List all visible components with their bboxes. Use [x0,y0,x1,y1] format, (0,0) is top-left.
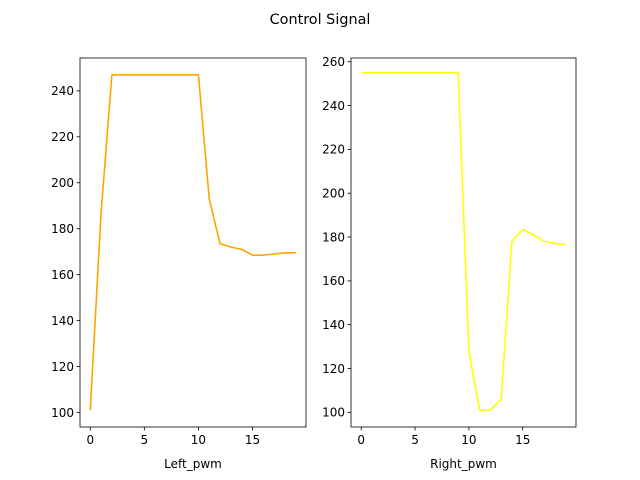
right-pwm-y-tick-label: 120 [322,362,345,376]
right-pwm-y-tick-label: 240 [322,99,345,113]
left-pwm-x-tick-label: 15 [245,433,260,447]
left-pwm-y-tick-label: 200 [51,176,74,190]
left-pwm-y-tick-label: 100 [51,406,74,420]
left-pwm-x-tick-label: 10 [191,433,206,447]
right-pwm-x-tick-label: 15 [515,433,530,447]
left-pwm-axes-frame [79,57,307,428]
right-pwm-x-axis-label: Right_pwm [430,457,497,471]
right-pwm-panel: 0 5 10 15 100 120 140 160 180 200 220 240 260 Right_p… [322,55,577,471]
left-pwm-y-tick-label: 180 [51,222,74,236]
left-pwm-y-tick-label: 240 [51,84,74,98]
right-pwm-y-tick-label: 260 [322,55,345,69]
right-pwm-y-tick-label: 140 [322,318,345,332]
left-pwm-x-tick-label: 5 [141,433,149,447]
left-pwm-y-tick-label: 140 [51,314,74,328]
right-pwm-y-tick-label: 100 [322,406,345,420]
left-pwm-x-tick-label: 0 [86,433,94,447]
right-pwm-y-tick-label: 180 [322,230,345,244]
right-pwm-x-tick-label: 0 [357,433,365,447]
left-pwm-y-tick-label: 120 [51,360,74,374]
right-pwm-y-tick-label: 220 [322,143,345,157]
left-pwm-x-axis-label: Left_pwm [164,457,222,471]
left-pwm-panel: 0 5 10 15 100 120 140 160 180 200 220 240 Left_pwm [51,57,307,471]
right-pwm-y-tick-label: 160 [322,274,345,288]
right-pwm-x-tick-label: 10 [461,433,476,447]
right-pwm-axes-frame [350,57,577,428]
right-pwm-y-tick-label: 200 [322,186,345,200]
left-pwm-series-line-0 [89,73,296,411]
right-pwm-x-tick-label: 5 [411,433,419,447]
left-pwm-y-tick-label: 220 [51,130,74,144]
figure-title: Control Signal [270,12,371,28]
left-pwm-y-tick-label: 160 [51,268,74,282]
right-pwm-series-line-0 [361,71,566,411]
